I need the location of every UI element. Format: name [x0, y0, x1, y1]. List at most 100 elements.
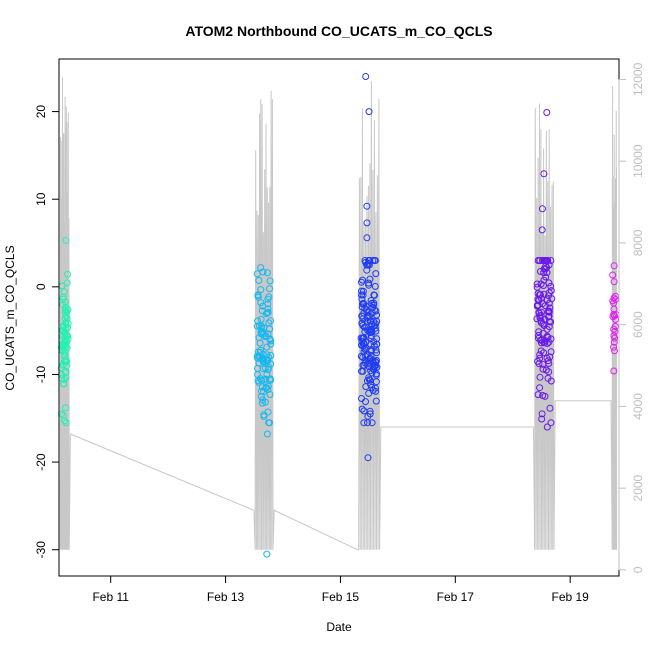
y-tick-label-0: 20 [34, 105, 48, 119]
point-flight3-159 [362, 338, 370, 346]
point-flight4-107 [540, 269, 548, 277]
point-flight3-166 [366, 407, 374, 415]
point-flight4-62 [536, 257, 544, 264]
y-tick-label-4: -20 [34, 453, 48, 471]
point-flight2-40 [254, 291, 262, 299]
point-flight4-83 [535, 334, 542, 342]
point-flight4-101 [539, 360, 547, 368]
point-flight1-67 [64, 270, 71, 278]
point-flight4-98 [540, 339, 548, 347]
x-tick-label-0: Feb 11 [92, 590, 129, 604]
point-flight5-17 [610, 278, 618, 286]
y2-tick-label-5: 10000 [631, 144, 645, 178]
point-flight4-105 [543, 340, 551, 347]
point-flight3-147 [359, 291, 367, 299]
point-flight3-65 [369, 257, 377, 264]
point-flight3-1 [365, 279, 373, 287]
point-flight4-103 [544, 374, 552, 382]
point-flight3-149 [360, 348, 368, 356]
x-tick-label-2: Feb 15 [322, 590, 360, 604]
x-tick-label-4: Feb 19 [551, 590, 589, 604]
point-flight2-50 [266, 376, 274, 384]
point-flight3-76 [362, 398, 369, 406]
point-flight1-52 [63, 358, 71, 365]
point-flight3-152 [371, 291, 378, 299]
point-flight4-100 [543, 296, 551, 304]
point-flight1-57 [63, 308, 71, 315]
point-flight2-92 [255, 322, 263, 330]
point-flight2-18 [255, 276, 263, 284]
point-flight4-94 [535, 332, 542, 339]
point-flight4-40 [546, 404, 554, 412]
point-flight4-24 [547, 348, 555, 356]
point-flight4-78 [547, 287, 555, 295]
point-flight4-60 [543, 264, 551, 272]
point-flight4-109 [537, 319, 545, 327]
point-flight2-25 [257, 286, 265, 294]
point-flight3-58 [371, 306, 379, 314]
point-flight3-148 [367, 355, 375, 363]
point-flight2-100 [257, 264, 265, 272]
point-flight1-1 [62, 419, 70, 427]
point-flight2-75 [267, 317, 275, 325]
point-flight3-163 [363, 219, 371, 227]
point-flight4-77 [539, 257, 546, 264]
point-flight3-151 [359, 322, 367, 329]
point-flight3-139 [362, 306, 370, 314]
point-flight4-99 [536, 291, 544, 298]
point-flight3-135 [365, 257, 373, 264]
point-flight3-137 [366, 376, 374, 384]
point-flight3-91 [372, 346, 380, 354]
point-flight4-59 [533, 280, 541, 288]
point-flight2-85 [264, 382, 272, 390]
point-flight1-39 [61, 348, 69, 356]
point-flight3-161 [365, 108, 373, 116]
point-flight2-93 [258, 354, 266, 362]
point-flight3-164 [363, 234, 371, 242]
point-flight2-79 [258, 330, 265, 338]
point-flight3-111 [372, 384, 379, 392]
point-flight5-16 [611, 334, 619, 342]
point-flight4-50 [545, 289, 553, 297]
y2-tick-label-2: 4000 [631, 393, 645, 420]
point-flight4-96 [548, 295, 556, 303]
point-flight4-84 [542, 273, 550, 281]
point-flight3-125 [368, 369, 376, 377]
point-flight5-20 [609, 271, 617, 279]
point-flight2-81 [254, 365, 261, 372]
point-flight4-97 [543, 332, 551, 340]
point-flight1-53 [64, 324, 71, 332]
point-flight4-104 [543, 257, 551, 264]
point-flight1-17 [63, 279, 71, 287]
point-flight1-54 [61, 369, 69, 376]
point-flight2-89 [266, 325, 274, 333]
point-flight2-42 [257, 393, 265, 401]
point-flight3-144 [357, 334, 365, 342]
point-flight2-68 [266, 277, 274, 285]
point-flight5-10 [610, 338, 618, 346]
point-flight3-162 [363, 202, 371, 210]
point-flight4-102 [545, 323, 553, 331]
point-flight5-18 [610, 305, 618, 313]
point-flight2-62 [263, 343, 271, 351]
point-flight1-69 [62, 306, 70, 314]
point-flight1-71 [61, 417, 68, 425]
point-flight4-92 [539, 320, 547, 328]
point-flight2-58 [266, 285, 273, 293]
point-flight2-66 [264, 366, 272, 374]
point-flight3-57 [358, 367, 365, 375]
point-flight1-70 [62, 236, 70, 244]
point-flight3-94 [372, 358, 380, 366]
point-flight4-88 [536, 354, 544, 362]
point-flight1-68 [59, 361, 67, 369]
point-flight2-31 [263, 370, 271, 378]
point-flight2-98 [258, 376, 266, 384]
point-flight4-36 [535, 360, 543, 368]
point-flight2-97 [257, 346, 265, 354]
point-flight2-84 [262, 332, 270, 340]
point-flight3-62 [371, 282, 379, 290]
point-flight5-14 [611, 347, 618, 355]
point-flight4-26 [534, 391, 542, 399]
point-flight1-63 [63, 331, 71, 339]
